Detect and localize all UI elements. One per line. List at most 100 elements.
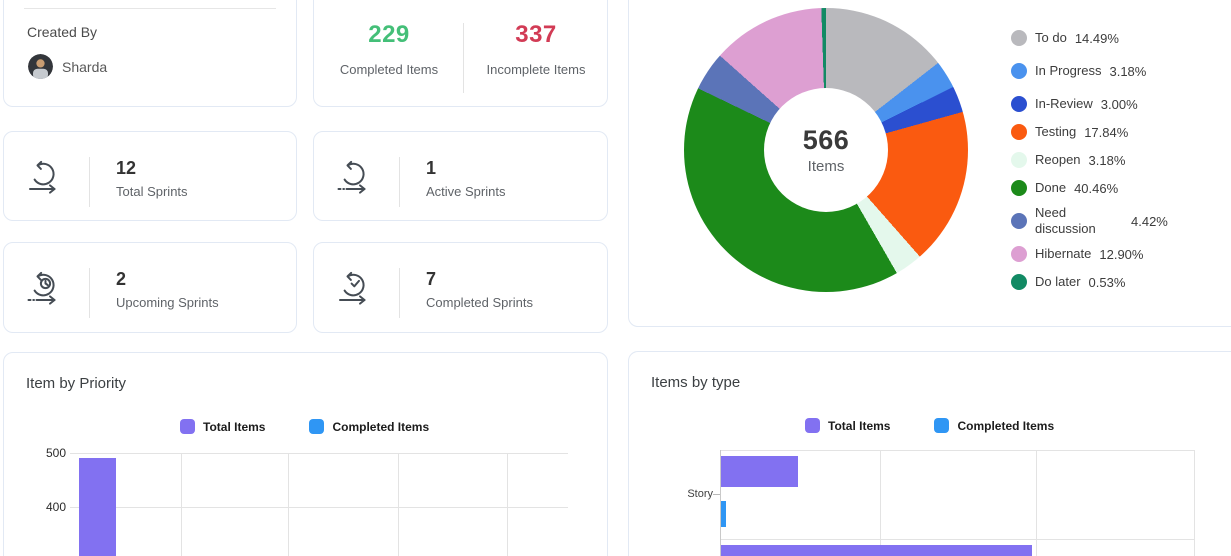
type-bar-total[interactable]: [721, 456, 799, 487]
incomplete-items-value: 337: [515, 21, 557, 48]
upcoming-sprints-label: Upcoming Sprints: [116, 295, 219, 310]
total-sprints-card: 12 Total Sprints: [3, 131, 297, 221]
row-divider-line: [720, 539, 1194, 540]
gridline-vertical: [288, 453, 289, 556]
legend-dot: [1011, 246, 1027, 262]
divider: [89, 268, 90, 318]
active-sprints-card: 1 Active Sprints: [313, 131, 608, 221]
donut-legend-item[interactable]: Need discussion 4.42%: [1011, 202, 1231, 240]
donut-total-label: Items: [807, 158, 845, 175]
chart-legend-item[interactable]: Completed Items: [934, 418, 1054, 433]
gridline-400: [70, 507, 568, 508]
donut-legend: To do 14.49% In Progress 3.18% In-Review 3.00…: [1011, 24, 1231, 296]
legend-label: To do: [1035, 29, 1067, 45]
priority-bar-total[interactable]: [79, 458, 116, 556]
sprint-upcoming-icon: [27, 271, 56, 305]
gridline-vertical: [880, 450, 881, 556]
y-axis-line: [720, 450, 721, 556]
legend-percent: 3.00%: [1100, 96, 1138, 112]
legend-percent: 0.53%: [1088, 274, 1126, 290]
gridline-vertical: [398, 453, 399, 556]
created-by-label: Created By: [27, 24, 98, 40]
legend-dot: [1011, 30, 1027, 46]
legend-label: Do later: [1035, 273, 1081, 289]
created-by-user[interactable]: Sharda: [28, 54, 107, 79]
legend-percent: 12.90%: [1099, 246, 1144, 262]
user-name: Sharda: [62, 58, 108, 75]
sprint-completed-icon: [339, 271, 366, 305]
completed-sprints-card: 7 Completed Sprints: [313, 242, 608, 333]
sprint-total-icon: [29, 160, 56, 194]
active-sprints-label: Active Sprints: [426, 184, 506, 199]
legend-dot: [1011, 63, 1027, 79]
legend-percent: 3.18%: [1088, 152, 1126, 168]
legend-percent: 40.46%: [1074, 180, 1119, 196]
gridline-vertical: [1194, 450, 1195, 556]
gridline-vertical: [1036, 450, 1037, 556]
incomplete-items-label: Incomplete Items: [486, 62, 586, 77]
legend-label: In Progress: [1035, 62, 1102, 78]
legend-swatch: [934, 418, 950, 433]
legend-percent: 4.42%: [1131, 213, 1168, 229]
chart-legend-item[interactable]: Completed Items: [309, 419, 429, 434]
legend-label: Total Items: [203, 419, 266, 434]
priority-legend: Total Items Completed Items: [180, 419, 429, 434]
legend-label: Reopen: [1035, 151, 1081, 167]
legend-dot: [1011, 152, 1027, 168]
donut-legend-item[interactable]: Reopen 3.18%: [1011, 146, 1231, 174]
legend-dot: [1011, 96, 1027, 112]
donut-legend-item[interactable]: Testing 17.84%: [1011, 118, 1231, 146]
divider: [24, 8, 276, 9]
completed-items-stat: 229 Completed Items: [315, 21, 463, 77]
donut-center: 566 Items: [764, 88, 888, 212]
active-sprints-value: 1: [426, 158, 437, 178]
items-summary-card: 229 Completed Items 337 Incomplete Items: [313, 0, 608, 107]
legend-swatch: [180, 419, 195, 434]
gridline-500: [70, 453, 568, 454]
y-tick-300: 300: [32, 554, 66, 556]
legend-label: Total Items: [828, 418, 891, 433]
chart-legend-item[interactable]: Total Items: [805, 418, 890, 433]
gridline-vertical: [181, 453, 182, 556]
status-donut[interactable]: 566 Items: [684, 8, 968, 292]
completed-items-value: 229: [368, 21, 410, 48]
total-sprints-value: 12: [116, 158, 137, 178]
divider: [89, 157, 90, 207]
donut-legend-item[interactable]: To do 14.49%: [1011, 24, 1231, 52]
legend-label: In-Review: [1035, 95, 1093, 111]
legend-swatch: [309, 419, 325, 434]
donut-legend-item[interactable]: Do later 0.53%: [1011, 268, 1231, 296]
y-tick-400: 400: [45, 500, 66, 514]
type-bar-completed[interactable]: [721, 501, 726, 527]
completed-sprints-value: 7: [426, 269, 437, 289]
priority-chart-title: Item by Priority: [26, 375, 127, 392]
plot-top-border: [720, 450, 1194, 451]
donut-legend-item[interactable]: In-Review 3.00%: [1011, 90, 1231, 118]
divider: [399, 268, 400, 318]
legend-dot: [1011, 274, 1027, 290]
divider: [399, 157, 400, 207]
upcoming-sprints-value: 2: [116, 269, 127, 289]
created-by-card: Created By Sharda: [3, 0, 297, 107]
avatar: [28, 54, 53, 79]
legend-label: Done: [1035, 179, 1067, 195]
items-by-type-card: Items by type Total Items Completed Items…: [628, 351, 1231, 556]
completed-items-label: Completed Items: [339, 62, 439, 77]
incomplete-items-stat: 337 Incomplete Items: [464, 21, 608, 77]
type-legend: Total Items Completed Items: [805, 418, 1054, 433]
item-by-priority-card: Item by Priority Total Items Completed It…: [3, 352, 608, 556]
upcoming-sprints-card: 2 Upcoming Sprints: [3, 242, 297, 333]
legend-percent: 17.84%: [1084, 124, 1129, 140]
donut-legend-item[interactable]: Done 40.46%: [1011, 174, 1231, 202]
legend-dot: [1011, 213, 1027, 229]
legend-swatch: [805, 418, 820, 433]
total-sprints-label: Total Sprints: [116, 184, 188, 199]
y-tick-500: 500: [45, 446, 66, 460]
donut-legend-item[interactable]: In Progress 3.18%: [1011, 52, 1231, 90]
legend-label: Completed Items: [957, 418, 1055, 433]
donut-legend-item[interactable]: Hibernate 12.90%: [1011, 240, 1231, 268]
type-bar-total[interactable]: [721, 545, 1033, 556]
legend-label: Hibernate: [1035, 245, 1092, 261]
chart-legend-item[interactable]: Total Items: [180, 419, 265, 434]
